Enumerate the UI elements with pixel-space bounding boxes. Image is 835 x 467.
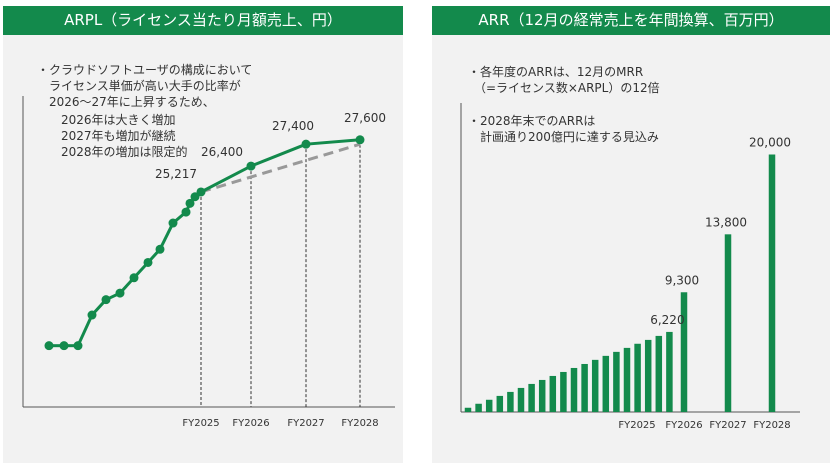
arr-notes: ・各年度のARRは、12月のMRR （=ライセンス数×ARPL）の12倍 ・20… bbox=[468, 64, 660, 144]
arr-bar bbox=[644, 339, 652, 412]
arr-value-label: 6,220 bbox=[650, 313, 684, 327]
arpl-note-line: 2026～27年に上昇するため、 bbox=[37, 95, 215, 109]
arpl-value-label: 26,400 bbox=[201, 145, 243, 159]
arpl-x-tick-label: FY2025 bbox=[182, 418, 219, 429]
arr-note-line: ・各年度のARRは、12月のMRR bbox=[468, 64, 643, 79]
arpl-chart: ・クラウドソフトユーザの構成において ライセンス単価が高い大手の比率が 2026… bbox=[22, 63, 395, 429]
arr-bar bbox=[680, 292, 688, 412]
arr-note-line: 計画通り200億円に達する見込み bbox=[468, 129, 659, 144]
arr-value-label: 20,000 bbox=[749, 136, 791, 150]
arpl-line-segment bbox=[305, 138, 361, 146]
arpl-panel-title: ARPL（ライセンス当たり月額売上、円） bbox=[3, 6, 403, 35]
arr-bar bbox=[634, 343, 641, 412]
arpl-line-segment bbox=[200, 164, 252, 194]
arr-value-label: 13,800 bbox=[705, 215, 747, 229]
arr-bar bbox=[768, 154, 776, 412]
arr-x-tick-label: FY2028 bbox=[753, 420, 790, 431]
arpl-note-line: ・クラウドソフトユーザの構成において bbox=[37, 63, 252, 77]
arpl-point bbox=[101, 295, 111, 305]
arpl-point bbox=[59, 341, 69, 351]
arpl-notes: ・クラウドソフトユーザの構成において ライセンス単価が高い大手の比率が 2026… bbox=[37, 63, 252, 159]
arr-bar bbox=[666, 331, 673, 412]
arpl-panel: ARPL（ライセンス当たり月額売上、円） ・クラウドソフトユーザの構成において … bbox=[3, 6, 403, 463]
arpl-line-segment bbox=[76, 314, 94, 347]
arr-bar bbox=[496, 395, 504, 412]
arpl-point bbox=[355, 135, 365, 145]
arr-bar bbox=[485, 399, 493, 412]
arpl-point bbox=[168, 218, 178, 228]
arr-bar bbox=[517, 387, 525, 412]
arpl-x-tick-label: FY2026 bbox=[232, 418, 269, 429]
arpl-value-label: 27,400 bbox=[272, 119, 314, 133]
arr-note-line: （=ライセンス数×ARPL）の12倍 bbox=[468, 80, 660, 95]
arr-bar bbox=[724, 234, 732, 412]
arpl-note-line: 2027年も増加が継続 bbox=[37, 128, 176, 143]
arr-bar bbox=[560, 371, 567, 412]
arpl-x-tick-label: FY2028 bbox=[341, 418, 378, 429]
arpl-point bbox=[185, 198, 195, 208]
arpl-x-tick-label: FY2027 bbox=[287, 418, 324, 429]
arpl-note-line: ライセンス単価が高い大手の比率が bbox=[37, 78, 241, 93]
arpl-forecast-dashed-line bbox=[200, 142, 361, 194]
arpl-note-line: 2028年の増加は限定的 bbox=[37, 144, 188, 159]
arr-bar bbox=[613, 351, 620, 412]
arpl-point bbox=[181, 207, 191, 217]
arpl-value-label: 27,600 bbox=[344, 111, 386, 125]
arpl-point bbox=[301, 139, 311, 149]
arr-bar bbox=[528, 383, 535, 412]
arpl-line-segment bbox=[250, 142, 307, 168]
arr-bar bbox=[623, 347, 631, 412]
arr-bar bbox=[655, 335, 663, 412]
arr-bar bbox=[549, 375, 557, 412]
arpl-point bbox=[155, 244, 165, 254]
arr-bar bbox=[507, 391, 514, 412]
arpl-point bbox=[143, 257, 153, 267]
arr-bar bbox=[464, 407, 472, 412]
arpl-point bbox=[246, 161, 256, 171]
arpl-point bbox=[129, 273, 139, 283]
arr-bar bbox=[570, 367, 578, 412]
arpl-point bbox=[190, 192, 200, 202]
arr-bar bbox=[538, 379, 546, 412]
arpl-point bbox=[87, 310, 97, 320]
arpl-note-line: 2026年は大きく増加 bbox=[37, 113, 176, 127]
arpl-point bbox=[196, 187, 206, 197]
arpl-point bbox=[73, 341, 83, 351]
arr-bar bbox=[475, 403, 482, 412]
arr-value-label: 9,300 bbox=[665, 273, 699, 287]
arr-chart: ・各年度のARRは、12月のMRR （=ライセンス数×ARPL）の12倍 ・20… bbox=[460, 64, 800, 431]
arr-x-tick-label: FY2026 bbox=[665, 420, 702, 431]
arr-bar bbox=[602, 355, 610, 412]
arpl-point bbox=[115, 288, 125, 298]
arr-x-tick-label: FY2025 bbox=[618, 420, 655, 431]
arr-bar bbox=[581, 363, 588, 412]
arpl-point bbox=[44, 341, 54, 351]
arr-note-line: ・2028年末でのARRは bbox=[468, 114, 595, 128]
arr-panel-title: ARR（12月の経常売上を年間換算、百万円） bbox=[432, 6, 830, 35]
arpl-value-label: 25,217 bbox=[155, 167, 197, 181]
arr-panel: ARR（12月の経常売上を年間換算、百万円） ・各年度のARRは、12月のMRR… bbox=[432, 6, 830, 463]
arr-x-tick-label: FY2027 bbox=[709, 420, 746, 431]
arr-bar bbox=[591, 359, 599, 412]
arpl-line-segment bbox=[158, 222, 175, 250]
